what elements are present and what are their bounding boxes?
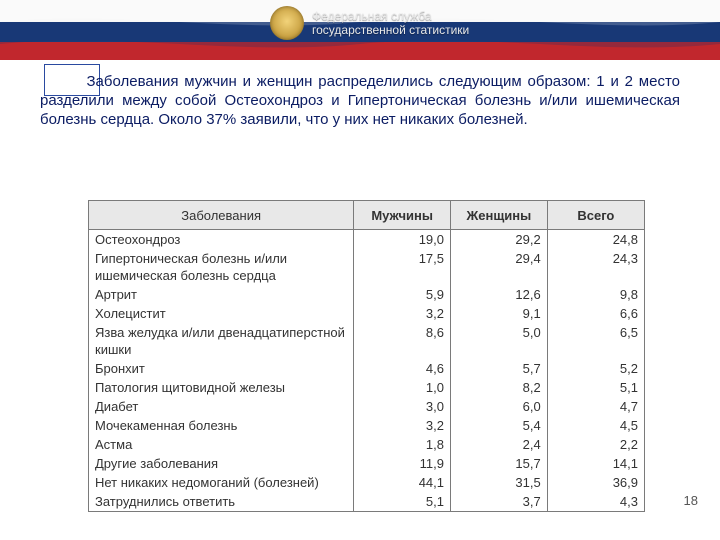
cell-disease: Диабет (89, 397, 354, 416)
cell-men: 4,6 (354, 359, 451, 378)
org-line2: государственной статистики (312, 23, 469, 37)
cell-total: 24,3 (547, 249, 644, 285)
cell-disease: Другие заболевания (89, 454, 354, 473)
cell-total: 24,8 (547, 230, 644, 250)
diseases-table: Заболевания Мужчины Женщины Всего Остеох… (88, 200, 645, 512)
cell-women: 12,6 (451, 285, 548, 304)
slide: Федеральная служба государственной стати… (0, 0, 720, 540)
cell-men: 19,0 (354, 230, 451, 250)
cell-total: 4,7 (547, 397, 644, 416)
cell-men: 1,8 (354, 435, 451, 454)
table-row: Гипертоническая болезнь и/или ишемическа… (89, 249, 644, 285)
table-row: Язва желудка и/или двенадцатиперстной ки… (89, 323, 644, 359)
cell-total: 36,9 (547, 473, 644, 492)
cell-women: 8,2 (451, 378, 548, 397)
cell-disease: Остеохондроз (89, 230, 354, 250)
cell-disease: Гипертоническая болезнь и/или ишемическа… (89, 249, 354, 285)
cell-women: 29,2 (451, 230, 548, 250)
cell-women: 29,4 (451, 249, 548, 285)
cell-men: 3,2 (354, 304, 451, 323)
table-row: Другие заболевания11,915,714,1 (89, 454, 644, 473)
cell-men: 11,9 (354, 454, 451, 473)
table-row: Нет никаких недомоганий (болезней)44,131… (89, 473, 644, 492)
cell-men: 5,9 (354, 285, 451, 304)
table-row: Артрит5,912,69,8 (89, 285, 644, 304)
cell-disease: Затруднились ответить (89, 492, 354, 511)
cell-women: 31,5 (451, 473, 548, 492)
cell-men: 8,6 (354, 323, 451, 359)
table-row: Холецистит3,29,16,6 (89, 304, 644, 323)
intro-paragraph: Заболевания мужчин и женщин распределили… (40, 72, 680, 129)
cell-disease: Астма (89, 435, 354, 454)
cell-women: 3,7 (451, 492, 548, 511)
table-row: Бронхит4,65,75,2 (89, 359, 644, 378)
cell-women: 6,0 (451, 397, 548, 416)
cell-men: 1,0 (354, 378, 451, 397)
cell-total: 14,1 (547, 454, 644, 473)
cell-disease: Артрит (89, 285, 354, 304)
cell-women: 15,7 (451, 454, 548, 473)
cell-women: 5,7 (451, 359, 548, 378)
cell-men: 5,1 (354, 492, 451, 511)
col-header-disease: Заболевания (89, 201, 354, 230)
page-number: 18 (684, 493, 698, 508)
cell-total: 5,1 (547, 378, 644, 397)
cell-women: 2,4 (451, 435, 548, 454)
emblem-icon (270, 6, 304, 40)
intro-text: Заболевания мужчин и женщин распределили… (40, 73, 680, 128)
cell-total: 9,8 (547, 285, 644, 304)
cell-disease: Холецистит (89, 304, 354, 323)
header: Федеральная служба государственной стати… (0, 0, 720, 60)
org-line1: Федеральная служба (312, 9, 469, 23)
cell-disease: Язва желудка и/или двенадцатиперстной ки… (89, 323, 354, 359)
table-row: Астма1,82,42,2 (89, 435, 644, 454)
table-row: Затруднились ответить5,13,74,3 (89, 492, 644, 511)
cell-total: 4,3 (547, 492, 644, 511)
table-row: Патология щитовидной железы1,08,25,1 (89, 378, 644, 397)
cell-women: 5,4 (451, 416, 548, 435)
cell-total: 4,5 (547, 416, 644, 435)
cell-women: 5,0 (451, 323, 548, 359)
table-row: Остеохондроз19,029,224,8 (89, 230, 644, 250)
cell-men: 44,1 (354, 473, 451, 492)
table-header-row: Заболевания Мужчины Женщины Всего (89, 201, 644, 230)
table-row: Диабет3,06,04,7 (89, 397, 644, 416)
logo-block: Федеральная служба государственной стати… (270, 6, 469, 40)
cell-men: 17,5 (354, 249, 451, 285)
cell-total: 2,2 (547, 435, 644, 454)
cell-disease: Патология щитовидной железы (89, 378, 354, 397)
cell-disease: Мочекаменная болезнь (89, 416, 354, 435)
table-row: Мочекаменная болезнь3,25,44,5 (89, 416, 644, 435)
org-name: Федеральная служба государственной стати… (312, 9, 469, 37)
col-header-total: Всего (547, 201, 644, 230)
cell-total: 5,2 (547, 359, 644, 378)
cell-disease: Бронхит (89, 359, 354, 378)
col-header-women: Женщины (451, 201, 548, 230)
cell-total: 6,5 (547, 323, 644, 359)
col-header-men: Мужчины (354, 201, 451, 230)
cell-disease: Нет никаких недомоганий (болезней) (89, 473, 354, 492)
cell-total: 6,6 (547, 304, 644, 323)
cell-women: 9,1 (451, 304, 548, 323)
cell-men: 3,0 (354, 397, 451, 416)
cell-men: 3,2 (354, 416, 451, 435)
